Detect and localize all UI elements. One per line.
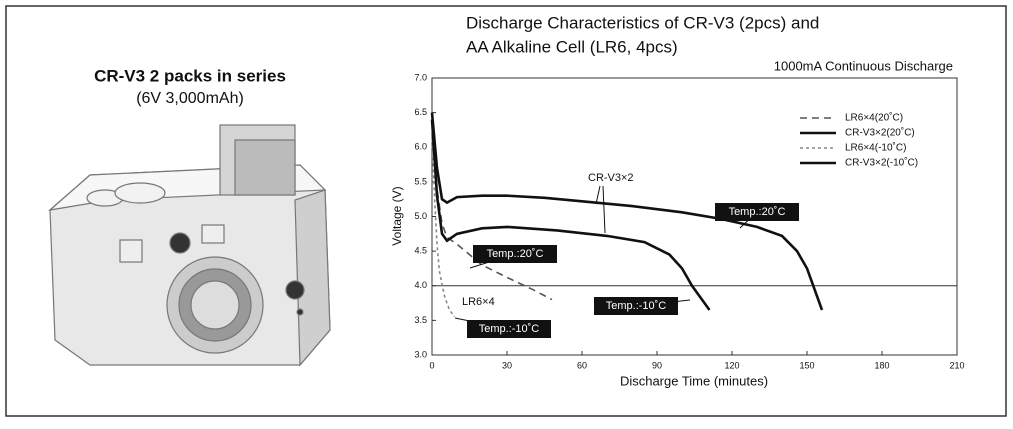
y-tick-label: 7.0 bbox=[414, 72, 427, 82]
product-subtitle: (6V 3,000mAh) bbox=[136, 90, 244, 107]
callout-line bbox=[595, 185, 606, 234]
y-tick-label: 4.5 bbox=[414, 246, 427, 256]
annotation-box bbox=[594, 297, 678, 315]
annotation-box bbox=[467, 320, 551, 338]
y-tick-label: 6.5 bbox=[414, 107, 427, 117]
series-line bbox=[430, 112, 824, 311]
annotation: Temp.:20˚C bbox=[487, 248, 544, 260]
chart-title: Discharge Characteristics of CR-V3 (2pcs… bbox=[466, 13, 819, 32]
y-tick-label: 6.0 bbox=[414, 142, 427, 152]
y-tick-label: 4.0 bbox=[414, 280, 427, 290]
x-tick-label: 60 bbox=[577, 360, 587, 370]
x-tick-label: 0 bbox=[429, 360, 434, 370]
annotation: Temp.:-10˚C bbox=[479, 323, 540, 335]
chart-subtitle: 1000mA Continuous Discharge bbox=[774, 58, 953, 73]
x-tick-label: 30 bbox=[502, 360, 512, 370]
x-tick-label: 210 bbox=[949, 360, 964, 370]
annotation: Temp.:20˚C bbox=[729, 206, 786, 218]
annotation-box bbox=[715, 203, 799, 221]
x-tick-label: 150 bbox=[799, 360, 814, 370]
series-line bbox=[430, 119, 711, 311]
x-tick-label: 180 bbox=[874, 360, 889, 370]
x-tick-label: 120 bbox=[724, 360, 739, 370]
y-tick-label: 3.0 bbox=[414, 349, 427, 359]
y-axis-label: Voltage (V) bbox=[390, 186, 404, 245]
y-tick-label: 5.5 bbox=[414, 176, 427, 186]
camera-illustration bbox=[48, 124, 331, 367]
x-tick-label: 90 bbox=[652, 360, 662, 370]
annotation: Temp.:-10˚C bbox=[606, 300, 667, 312]
annotation: CR-V3×2 bbox=[588, 172, 634, 184]
legend-label: LR6×4(-10˚C) bbox=[845, 142, 906, 154]
chart-title: AA Alkaline Cell (LR6, 4pcs) bbox=[466, 37, 678, 56]
series-line bbox=[431, 133, 456, 318]
legend-label: LR6×4(20˚C) bbox=[845, 112, 903, 124]
annotation: LR6×4 bbox=[462, 296, 495, 308]
y-tick-label: 3.5 bbox=[414, 315, 427, 325]
legend-label: CR-V3×2(20˚C) bbox=[845, 127, 915, 139]
y-tick-label: 5.0 bbox=[414, 211, 427, 221]
legend-label: CR-V3×2(-10˚C) bbox=[845, 157, 918, 169]
x-axis-label: Discharge Time (minutes) bbox=[620, 373, 768, 388]
product-title: CR-V3 2 packs in series bbox=[94, 66, 286, 85]
annotation-box bbox=[473, 245, 557, 263]
